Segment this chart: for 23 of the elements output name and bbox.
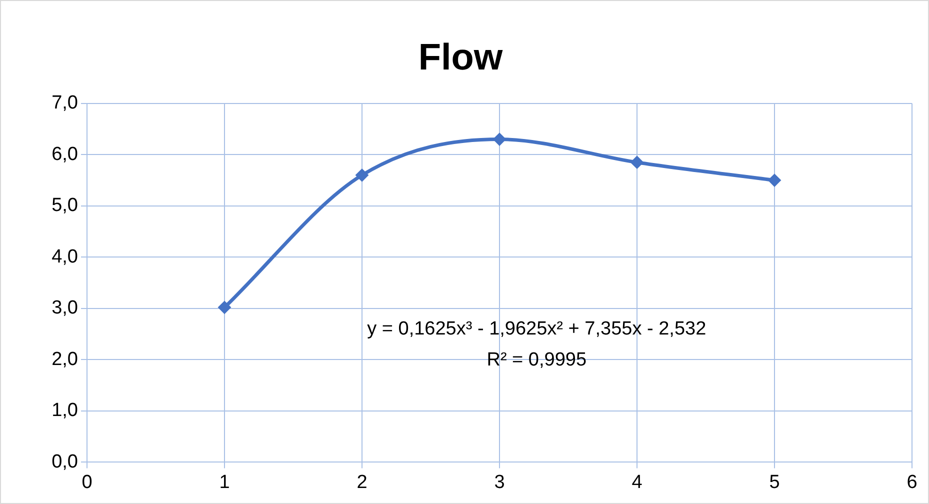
x-tick-label: 0 [82, 472, 92, 493]
annotation: R² = 0,9995 [486, 350, 587, 371]
x-tick-label: 4 [632, 472, 643, 493]
point [630, 156, 644, 169]
y-tick-label: 1,0 [52, 400, 78, 422]
y-tick-label: 4,0 [52, 246, 78, 268]
x-tick-label: 2 [356, 472, 368, 493]
x-tick-label: 1 [219, 472, 230, 493]
x-tick-label: 3 [494, 472, 505, 493]
annotation: y = 0,1625x³ - 1,9625x² + 7,355x - 2,532 [367, 318, 706, 340]
y-tick-label: 6,0 [52, 144, 78, 165]
point [768, 174, 781, 187]
y-tick-label: 5,0 [52, 195, 78, 216]
x-tick-label: 6 [906, 472, 918, 493]
point [356, 168, 368, 182]
chart-title: Flow [418, 36, 503, 78]
y-tick-label: 3,0 [52, 298, 78, 319]
y-tick-label: 7,0 [52, 92, 78, 114]
x-tick-label: 5 [769, 472, 780, 493]
y-tick-label: 0,0 [52, 451, 78, 472]
point [493, 132, 506, 146]
point [218, 300, 231, 314]
y-tick-label: 2,0 [52, 348, 78, 370]
